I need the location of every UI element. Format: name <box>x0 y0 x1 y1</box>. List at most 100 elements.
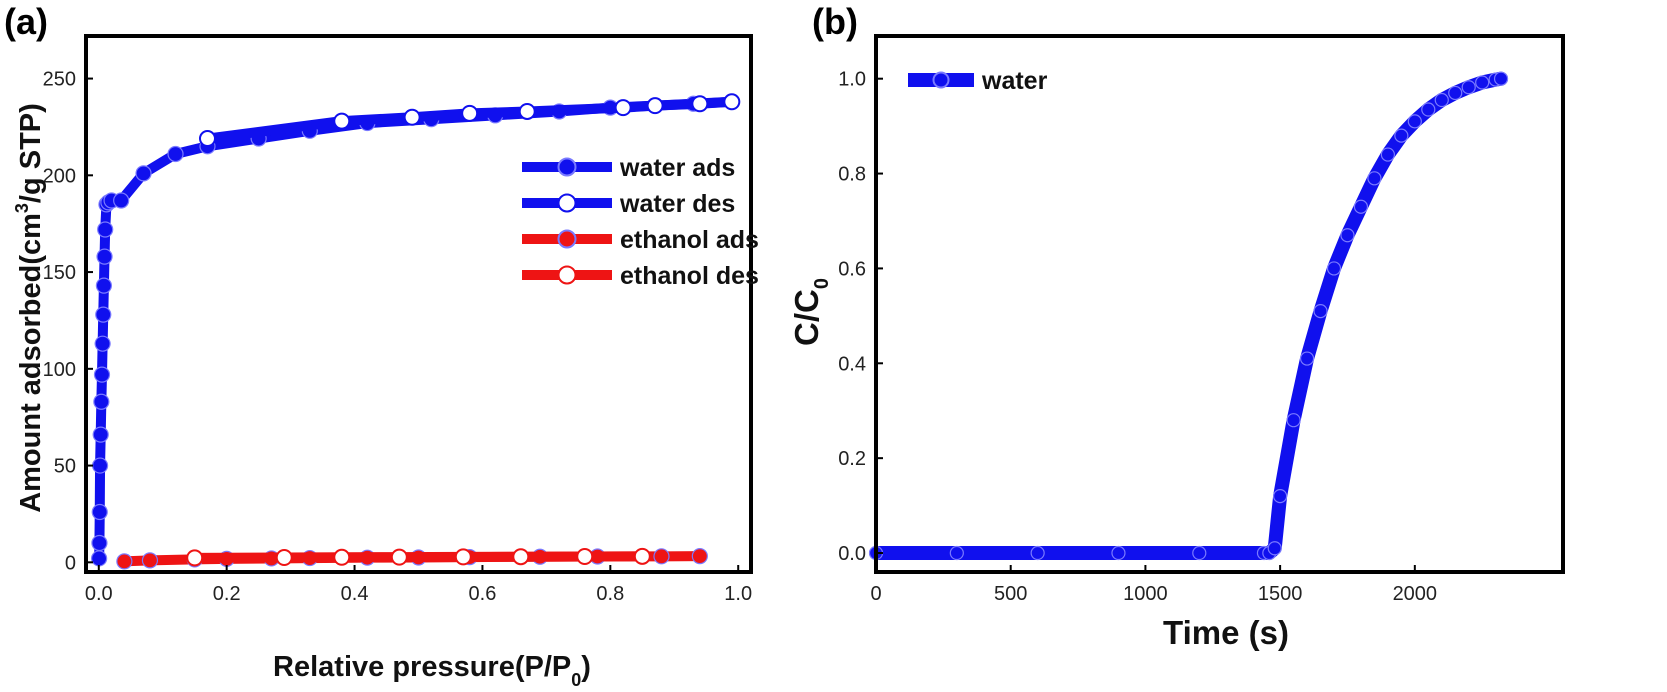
data-point-ethanol-des <box>186 549 204 567</box>
panel-b-y-tick-label: 0.0 <box>838 543 866 565</box>
data-point-water <box>1299 351 1315 366</box>
panel-b-x-tick-label: 1000 <box>1123 583 1168 605</box>
legend-marker-water-des <box>557 193 577 213</box>
panel-b-x-axis-label-main: Time (s) <box>1163 614 1289 651</box>
data-point-water <box>1286 413 1301 428</box>
data-point-water <box>949 545 964 561</box>
panel-b-x-tick-label: 1500 <box>1258 583 1303 605</box>
panel-a-y-tick-label: 0 <box>65 552 76 574</box>
data-point-water-ads <box>92 426 109 443</box>
legend-label-water-ads: water ads <box>619 154 735 182</box>
data-point-water-ads <box>91 550 108 567</box>
legend-label-ethanol-ads: ethanol ads <box>620 226 759 254</box>
data-point-water <box>1267 541 1282 556</box>
panel-a-x-axis-label: Relative pressure(P/P0) <box>273 651 591 690</box>
data-point-water-ads <box>113 192 130 209</box>
panel-a-x-axis-label-main: Relative pressure(P/P <box>273 651 571 683</box>
data-point-water <box>1461 80 1476 95</box>
panel-b-x-tick-label: 0 <box>870 583 881 605</box>
panel-b-x-axis: 0 500 1000 1500 2000 <box>870 565 1437 605</box>
data-point-ethanol-des <box>633 547 651 565</box>
data-point-water-ads <box>97 221 114 238</box>
data-point-ethanol-des <box>390 548 408 566</box>
data-point-water-des <box>614 99 632 117</box>
data-point-ethanol-des <box>512 548 530 566</box>
panel-b-y-tick-label: 0.8 <box>838 164 866 186</box>
panel-a-y-tick-label: 200 <box>43 165 76 187</box>
panel-b-plot-frame <box>874 34 1565 574</box>
legend-marker-ethanol-ads <box>557 229 577 249</box>
data-point-water-ads <box>91 457 109 474</box>
panel-b-y-tick-label: 0.2 <box>838 448 866 470</box>
data-point-ethanol-ads <box>691 548 708 565</box>
panel-b-y-tick-label: 0.6 <box>838 258 866 280</box>
panel-b-x-tick-label: 500 <box>994 583 1027 605</box>
data-point-water-ads <box>96 248 113 265</box>
data-point-water-ads <box>93 393 110 410</box>
panel-a-x-tick-label: 0.0 <box>85 583 113 605</box>
panel-b-y-axis-label-sub: 0 <box>811 278 833 289</box>
data-point-water <box>1111 545 1126 561</box>
panel-a-y-tick-label: 150 <box>43 262 76 284</box>
panel-a-x-tick-label: 0.4 <box>341 583 369 605</box>
data-point-water <box>1326 261 1342 276</box>
data-point-water-ads <box>91 534 108 552</box>
data-point-ethanol-des <box>454 548 472 566</box>
data-point-water-ads <box>135 165 152 182</box>
panel-b-y-axis-label: C/C0 <box>788 278 833 346</box>
data-point-water <box>1493 71 1509 86</box>
panel-a-series-layer <box>91 93 741 570</box>
data-point-water-ads <box>167 145 184 163</box>
data-point-ethanol-des <box>333 548 351 566</box>
data-point-water-des <box>646 97 664 115</box>
data-point-water <box>1192 545 1207 561</box>
data-point-water-des <box>518 102 536 120</box>
panel-b-x-axis-label: Time (s) <box>1163 614 1289 651</box>
data-point-water-des <box>723 93 741 111</box>
data-point-water-ads <box>91 503 108 521</box>
panel-a-x-tick-label: 1.0 <box>724 583 752 605</box>
panel-b-label: (b) <box>812 1 858 42</box>
legend-label-ethanol-des: ethanol des <box>620 262 759 290</box>
panel-a-label: (a) <box>4 1 48 42</box>
data-point-ethanol-ads <box>141 552 159 569</box>
data-point-water-des <box>403 108 421 126</box>
legend-label-water-des: water des <box>619 190 735 218</box>
panel-a-y-axis-label-tail: /g STP) <box>15 103 47 203</box>
data-point-ethanol-des <box>576 548 594 566</box>
data-point-water <box>1340 228 1355 243</box>
legend-marker-water <box>932 71 950 89</box>
data-point-water <box>1407 114 1422 129</box>
data-point-water-des <box>691 95 709 113</box>
data-point-water <box>1353 199 1369 214</box>
data-point-water-des <box>461 104 479 122</box>
panel-a-legend: water ads water des ethanol ads ethanol des <box>522 154 759 290</box>
panel-a-x-axis: 0.0 0.2 0.4 0.6 0.8 1.0 <box>85 565 752 605</box>
panel-b: (b) 0 500 1000 1500 2000 0.00.20.40.60.81.0 … <box>788 1 1565 651</box>
legend-label-water: water <box>981 67 1048 95</box>
data-point-water <box>1273 489 1288 504</box>
panel-a-x-axis-label-sub: 0 <box>571 670 581 690</box>
panel-a-plot-frame <box>84 34 753 574</box>
panel-b-series-layer <box>868 71 1509 561</box>
series-line-ethanol-des <box>189 551 648 563</box>
panel-a-y-axis-label-sup: 3 <box>12 203 32 213</box>
panel-b-x-tick-label: 2000 <box>1393 583 1438 605</box>
panel-a-y-axis: 0 50 100 150 200 250 <box>43 69 93 574</box>
panel-a-y-axis-label-main: Amount adsorbed(cm <box>15 213 47 513</box>
panel-a: (a) 0.0 0.2 0.4 0.6 0.8 1.0 0 50 100 150 200 250 R… <box>4 1 759 690</box>
legend-marker-ethanol-des <box>557 265 577 285</box>
panel-b-y-tick-label: 0.4 <box>838 353 866 375</box>
panel-a-x-tick-label: 0.2 <box>213 583 241 605</box>
panel-a-y-tick-label: 250 <box>43 69 76 91</box>
data-point-water-ads <box>93 366 111 383</box>
data-point-water <box>1421 102 1436 117</box>
series-line-water <box>869 71 1509 561</box>
panel-b-y-axis-label-main: C/C <box>788 289 825 346</box>
panel-a-y-axis-label: Amount adsorbed(cm3/g STP) <box>12 103 47 513</box>
panel-a-x-tick-label: 0.8 <box>596 583 624 605</box>
panel-a-y-tick-label: 100 <box>43 359 76 381</box>
data-point-water-ads <box>95 277 113 294</box>
panel-b-y-tick-label: 1.0 <box>838 69 866 91</box>
